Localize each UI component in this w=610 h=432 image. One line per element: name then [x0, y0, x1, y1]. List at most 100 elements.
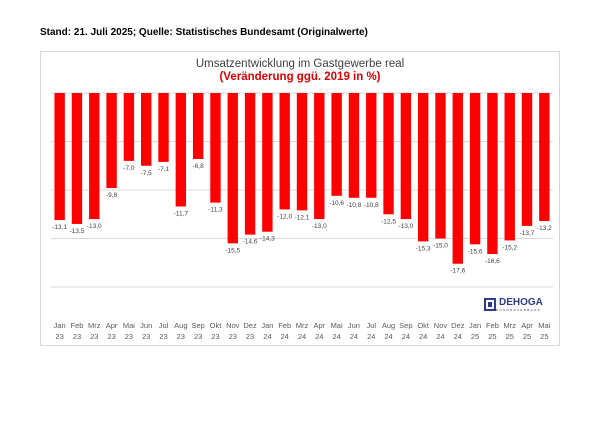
x-tick-year: 24 — [315, 332, 323, 341]
dehoga-logo: DEHOGA BUNDESVERBAND — [484, 298, 543, 312]
x-tick-month: Jan — [261, 321, 273, 330]
bar — [366, 93, 377, 198]
data-label: -10,8 — [347, 202, 362, 209]
bar — [539, 93, 550, 222]
bar — [192, 93, 204, 159]
x-tick-year: 24 — [402, 332, 410, 341]
bar — [141, 93, 152, 166]
x-tick-month: Feb — [70, 321, 83, 330]
x-tick-month: Okt — [210, 321, 223, 330]
x-tick-month: Jan — [469, 321, 481, 330]
bar — [383, 93, 394, 215]
chart-subtitle: (Veränderung ggü. 2019 in %) — [219, 71, 381, 83]
data-label: -10,8 — [364, 202, 379, 209]
chart-frame: Umsatzentwicklung im Gastgewerbe real (V… — [40, 51, 560, 346]
bar — [435, 93, 446, 239]
data-label: -9,8 — [106, 192, 118, 199]
x-tick-month: Apr — [313, 321, 325, 330]
bar — [227, 93, 238, 244]
bar — [521, 93, 533, 226]
x-tick-year: 25 — [523, 332, 531, 341]
x-tick-month: Okt — [417, 321, 430, 330]
x-tick-year: 25 — [471, 332, 479, 341]
x-tick-month: Apr — [106, 321, 118, 330]
data-label: -14,3 — [260, 236, 275, 243]
data-label: -15,6 — [468, 248, 483, 255]
data-label: -15,0 — [433, 243, 448, 250]
bar — [262, 93, 273, 232]
data-label: -15,3 — [416, 245, 431, 252]
x-tick-month: Jul — [159, 321, 169, 330]
x-tick-year: 23 — [159, 332, 167, 341]
dehoga-logo-icon — [484, 298, 496, 311]
data-label: -13,0 — [87, 223, 102, 230]
x-tick-year: 23 — [246, 332, 254, 341]
x-tick-month: Feb — [486, 321, 499, 330]
data-label: -12,5 — [381, 218, 396, 225]
x-tick-year: 23 — [229, 332, 237, 341]
logo-text: DEHOGA — [499, 297, 543, 308]
x-tick-year: 23 — [73, 332, 81, 341]
bar — [331, 93, 342, 196]
bar — [487, 93, 498, 255]
bar — [504, 93, 515, 241]
x-tick-year: 24 — [367, 332, 375, 341]
bar — [452, 93, 463, 264]
bar — [296, 93, 308, 211]
x-tick-year: 24 — [350, 332, 358, 341]
x-tick-year: 23 — [125, 332, 133, 341]
data-label: -7,5 — [141, 170, 153, 177]
bar — [417, 93, 429, 242]
data-label: -15,5 — [225, 247, 240, 254]
x-tick-month: Jun — [348, 321, 360, 330]
data-label: -10,6 — [329, 200, 344, 207]
bar — [244, 93, 256, 235]
data-label: -13,0 — [312, 223, 327, 230]
x-tick-month: Apr — [521, 321, 533, 330]
x-tick-year: 23 — [142, 332, 150, 341]
data-label: -13,1 — [52, 224, 67, 231]
bar — [106, 93, 117, 189]
x-tick-year: 25 — [488, 332, 496, 341]
x-tick-year: 24 — [454, 332, 462, 341]
data-label: -13,2 — [537, 225, 552, 232]
bar — [54, 93, 65, 221]
x-tick-year: 24 — [419, 332, 427, 341]
source-caption: Stand: 21. Juli 2025; Quelle: Statistisc… — [40, 27, 368, 38]
data-label: -13,5 — [70, 228, 85, 235]
x-tick-month: Feb — [278, 321, 291, 330]
data-label: -7,1 — [158, 166, 170, 173]
x-tick-month: Sep — [191, 321, 204, 330]
bar — [89, 93, 100, 220]
x-tick-month: Mai — [123, 321, 135, 330]
data-label: -13,7 — [520, 230, 535, 237]
x-tick-month: Mrz — [296, 321, 309, 330]
bar — [123, 93, 135, 161]
bar — [210, 93, 221, 203]
bar — [175, 93, 187, 207]
x-tick-month: Mai — [331, 321, 343, 330]
x-tick-year: 24 — [281, 332, 289, 341]
x-tick-year: 23 — [177, 332, 185, 341]
x-tick-year: 24 — [263, 332, 271, 341]
x-tick-month: Dez — [451, 321, 465, 330]
x-tick-year: 23 — [211, 332, 219, 341]
bar — [279, 93, 290, 210]
data-label: -17,6 — [450, 268, 465, 275]
data-label: -11,7 — [174, 210, 189, 217]
x-tick-month: Mai — [538, 321, 550, 330]
data-label: -7,0 — [123, 165, 135, 172]
data-label: -15,2 — [502, 244, 517, 251]
data-label: -6,8 — [193, 163, 205, 170]
data-label: -11,3 — [208, 207, 223, 214]
x-tick-year: 24 — [298, 332, 306, 341]
bar — [348, 93, 360, 198]
x-tick-year: 24 — [436, 332, 444, 341]
x-tick-month: Sep — [399, 321, 412, 330]
x-tick-month: Nov — [226, 321, 240, 330]
data-label: -14,6 — [243, 239, 258, 246]
x-tick-month: Mrz — [88, 321, 101, 330]
x-tick-month: Dez — [243, 321, 257, 330]
bar-chart: -13,1 Jan 23 -13,5 Feb 23 -13,0 Mrz 23 -9,8 Apr 23 -… — [51, 92, 553, 341]
x-tick-year: 25 — [506, 332, 514, 341]
